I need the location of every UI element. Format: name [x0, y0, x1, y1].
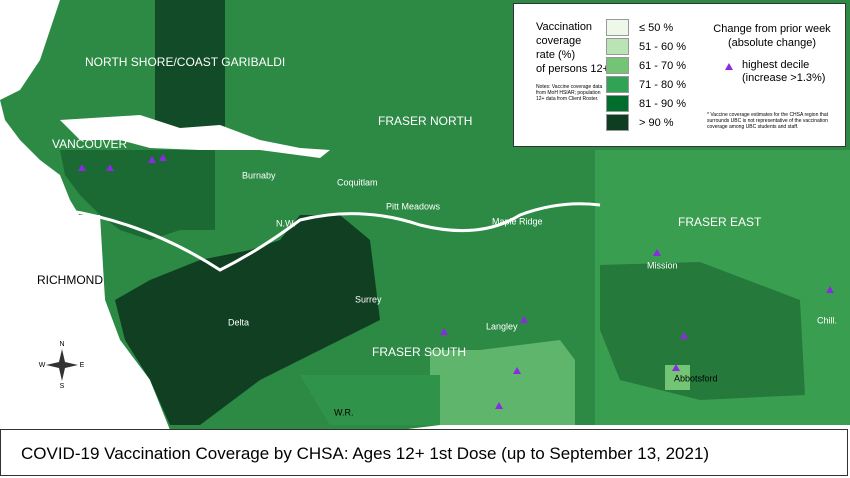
delta-area	[115, 215, 380, 425]
legend-swatch	[606, 57, 629, 74]
legend-row: > 90 %	[606, 113, 686, 132]
legend-title-line: Vaccination	[536, 21, 593, 33]
legend-row: 51 - 60 %	[606, 37, 686, 56]
triangles	[78, 154, 834, 409]
increase-marker	[78, 164, 86, 171]
legend-title-line: coverage	[536, 35, 582, 47]
increase-marker	[725, 63, 733, 70]
legend-swatch	[606, 114, 629, 131]
increase-marker	[440, 328, 448, 335]
increase-marker	[106, 164, 114, 171]
legend-row: ≤ 50 %	[606, 18, 686, 37]
legend-swatch	[606, 76, 629, 93]
legend-note: Notes: Vaccine coverage data from MoH HS…	[536, 84, 603, 102]
legend-swatch	[606, 38, 629, 55]
region-label: FRASER NORTH	[378, 114, 472, 128]
compass-label: N	[59, 341, 64, 348]
legend-swatch	[606, 19, 629, 36]
place-label: Mission	[647, 260, 678, 270]
region-label: RICHMOND	[37, 273, 103, 287]
region-label: VANCOUVER	[52, 137, 127, 151]
place-label: Chill.	[817, 315, 837, 325]
increase-marker	[520, 316, 528, 323]
change-item: highest decile (increase >1.3%)	[742, 59, 826, 84]
abbotsford-area	[600, 262, 805, 400]
legend-label: 51 - 60 %	[639, 40, 687, 53]
dark-area	[155, 0, 225, 150]
vancouver-area	[60, 150, 215, 240]
region-label: NORTH SHORE/COAST GARIBALDI	[85, 55, 285, 69]
place-label: Langley	[486, 321, 518, 331]
place-label: Burnaby	[242, 170, 276, 180]
increase-marker	[148, 156, 156, 163]
change-symbol	[725, 63, 733, 70]
place-label: Delta	[228, 317, 249, 327]
water	[0, 0, 60, 100]
strait	[0, 215, 160, 430]
legend-label: > 90 %	[639, 116, 674, 129]
fraser-river	[0, 202, 601, 272]
place-label: Surrey	[355, 294, 382, 304]
legend-swatch	[606, 95, 629, 112]
burrard-inlet	[60, 115, 330, 158]
compass-label: W	[39, 362, 46, 369]
legend-title-line: rate (%)	[536, 49, 576, 61]
map-title: COVID-19 Vaccination Coverage by CHSA: A…	[0, 429, 848, 476]
increase-marker	[680, 332, 688, 339]
legend-title-line: of persons 12+	[536, 63, 610, 75]
legend-label: 71 - 80 %	[639, 78, 687, 91]
legend-label: 61 - 70 %	[639, 59, 687, 72]
increase-marker	[653, 249, 661, 256]
legend-title: Vaccination coverage rate (%) of persons 12…	[536, 20, 609, 76]
increase-marker	[672, 364, 680, 371]
legend-row: 81 - 90 %	[606, 94, 686, 113]
legend-row: 71 - 80 %	[606, 75, 686, 94]
compass: N S E W	[39, 341, 85, 390]
compass-label: S	[60, 383, 65, 390]
place-label: W.R.	[334, 407, 354, 417]
increase-marker	[159, 154, 167, 161]
increase-marker	[495, 402, 503, 409]
abbotsford-core	[665, 365, 690, 390]
legend-row: 61 - 70 %	[606, 56, 686, 75]
increase-marker	[513, 367, 521, 374]
white-rock-area	[300, 375, 440, 425]
region-label: FRASER SOUTH	[372, 345, 466, 359]
legend-label: ≤ 50 %	[639, 21, 674, 34]
place-label: Abbotsford	[674, 373, 718, 383]
place-label: Maple Ridge	[492, 216, 543, 226]
legend-label: 81 - 90 %	[639, 97, 687, 110]
footnote: * Vaccine coverage estimates for the CHS…	[707, 112, 829, 130]
change-title: Change from prior week (absolute change)	[713, 23, 831, 49]
compass-rose	[46, 349, 78, 381]
compass-label: E	[80, 362, 85, 369]
place-label: Pitt Meadows	[386, 201, 441, 211]
region-label: FRASER EAST	[678, 215, 762, 229]
langley-south	[430, 340, 575, 425]
legend: Vaccination coverage rate (%) of persons 12…	[513, 3, 846, 147]
place-label: N.W.	[276, 218, 296, 228]
place-label: Coquitlam	[337, 177, 378, 187]
legend-classes: ≤ 50 % 51 - 60 % 61 - 70 % 71 - 80 % 81 - 90…	[606, 18, 686, 132]
increase-marker	[826, 286, 834, 293]
